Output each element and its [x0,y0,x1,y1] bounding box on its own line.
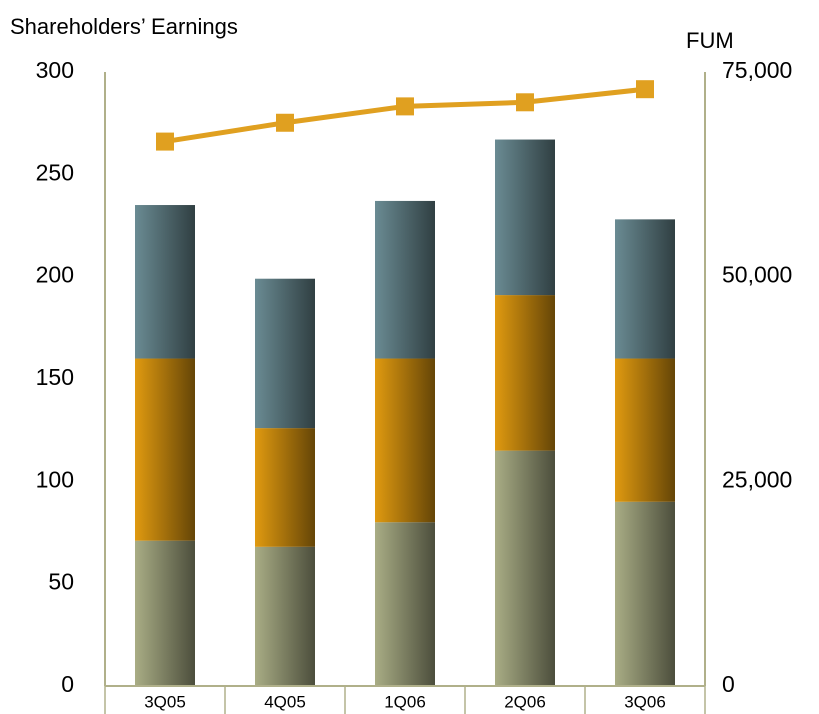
y-tick-label: 200 [36,262,74,288]
y2-tick-label: 25,000 [722,466,792,492]
y-tick-label: 100 [36,466,74,492]
bar [135,358,195,541]
bar [375,522,435,686]
bar [135,205,195,359]
bar [495,450,555,686]
y2-tick-label: 50,000 [722,262,792,288]
bar [495,295,555,451]
bar [255,428,315,547]
bar [615,358,675,502]
y2-tick-label: 0 [722,671,735,697]
y-tick-label: 50 [48,569,74,595]
marker [276,113,294,132]
bar [375,358,435,523]
bar [255,278,315,429]
line [164,86,646,145]
marker [396,97,414,116]
y-tick-label: 0 [61,671,74,697]
marker [636,80,654,99]
x-tick-label: 4Q05 [264,692,306,711]
y-tick-label: 250 [36,159,74,185]
x-tick-label: 2Q06 [504,692,546,711]
marker [156,132,174,151]
x-tick-label: 1Q06 [384,692,426,711]
bar [255,546,315,686]
bar [615,501,675,686]
chart-title: Shareholders’ Earnings [10,14,238,39]
y-tick-label: 150 [36,364,74,390]
y2-tick-label: 75,000 [722,57,792,83]
y2-axis-title: FUM [686,28,734,53]
bar [615,219,675,359]
bar [135,540,195,686]
y-tick-label: 300 [36,57,74,83]
bar [375,200,435,359]
marker [516,93,534,112]
x-tick-label: 3Q06 [624,692,666,711]
x-tick-label: 3Q05 [144,692,186,711]
bar [495,139,555,296]
